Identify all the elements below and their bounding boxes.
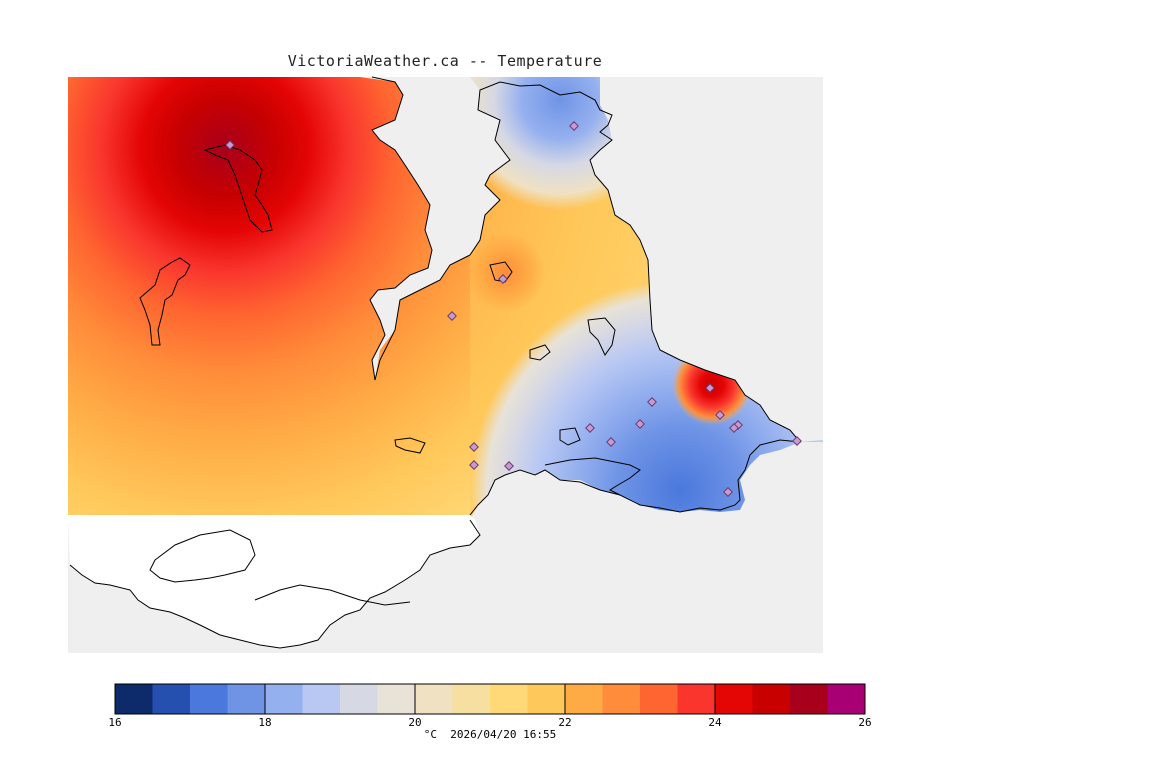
legend-bin bbox=[565, 684, 603, 714]
legend-tick-label: 20 bbox=[408, 716, 422, 729]
station-marker[interactable] bbox=[723, 487, 733, 497]
legend-tick-label: 22 bbox=[558, 716, 572, 729]
station-marker[interactable] bbox=[635, 419, 645, 429]
legend-tick-label: 24 bbox=[708, 716, 722, 729]
legend-bin bbox=[115, 684, 153, 714]
legend-bin bbox=[715, 684, 753, 714]
legend-bin bbox=[677, 684, 716, 714]
legend-tick-label: 26 bbox=[858, 716, 872, 729]
map-title: VictoriaWeather.ca -- Temperature bbox=[287, 52, 603, 70]
station-marker[interactable] bbox=[647, 397, 657, 407]
station-marker[interactable] bbox=[569, 121, 579, 131]
legend-bin bbox=[490, 684, 528, 714]
legend-tick-label: 18 bbox=[258, 716, 272, 729]
legend-border bbox=[114, 683, 866, 715]
legend-tick-label: 16 bbox=[108, 716, 122, 729]
legend-bin bbox=[302, 684, 341, 714]
station-marker[interactable] bbox=[498, 274, 508, 284]
legend-dividers bbox=[264, 684, 716, 714]
legend-bin bbox=[377, 684, 416, 714]
station-marker[interactable] bbox=[792, 436, 802, 446]
station-marker[interactable] bbox=[729, 423, 739, 433]
water-areas bbox=[360, 77, 823, 520]
station-marker[interactable] bbox=[715, 410, 725, 420]
legend-bin bbox=[227, 684, 266, 714]
legend-bin bbox=[190, 684, 228, 714]
legend-bin bbox=[452, 684, 491, 714]
legend-bin bbox=[415, 684, 453, 714]
station-marker[interactable] bbox=[585, 423, 595, 433]
legend-bin bbox=[790, 684, 828, 714]
legend-bin bbox=[340, 684, 378, 714]
legend-bin bbox=[602, 684, 641, 714]
legend-bin bbox=[827, 684, 866, 714]
station-marker[interactable] bbox=[469, 442, 479, 452]
weather-stations bbox=[225, 121, 802, 497]
station-marker[interactable] bbox=[705, 383, 715, 393]
station-marker[interactable] bbox=[447, 311, 457, 321]
legend-bin bbox=[527, 684, 566, 714]
legend-bin bbox=[152, 684, 191, 714]
station-marker[interactable] bbox=[606, 437, 616, 447]
station-marker[interactable] bbox=[225, 140, 235, 150]
legend-footer: °C 2026/04/20 16:55 bbox=[423, 728, 557, 741]
legend-bin bbox=[752, 684, 791, 714]
legend-color-bins bbox=[115, 684, 866, 714]
station-marker[interactable] bbox=[504, 461, 514, 471]
coastlines bbox=[69, 76, 802, 649]
station-marker[interactable] bbox=[469, 460, 479, 470]
legend-bin bbox=[265, 684, 303, 714]
legend-bin bbox=[640, 684, 678, 714]
